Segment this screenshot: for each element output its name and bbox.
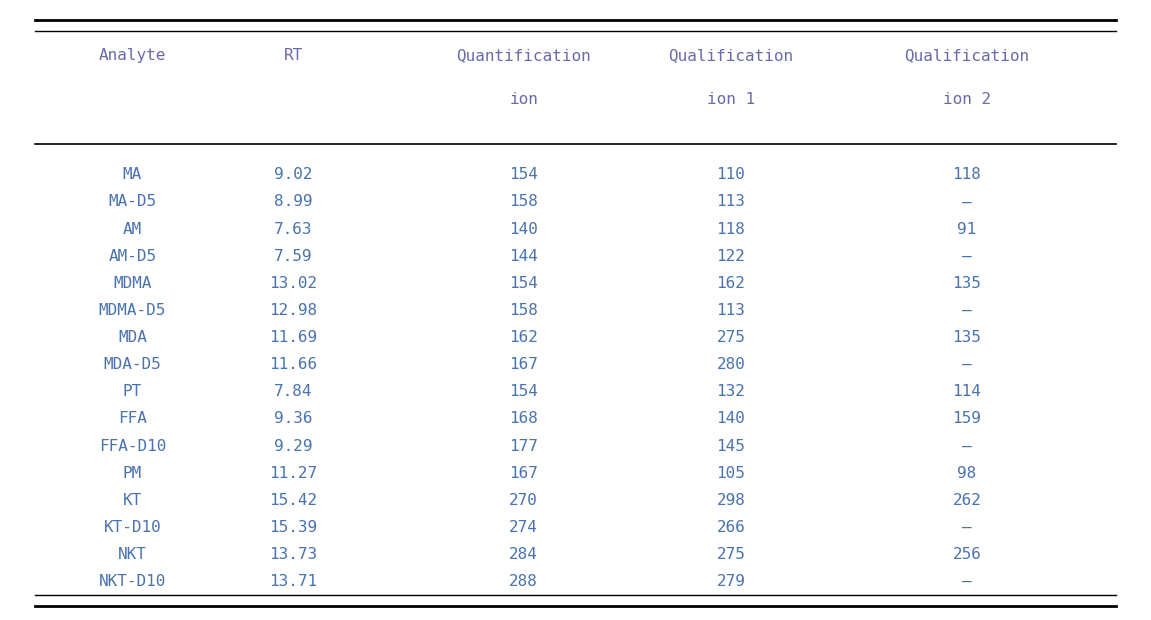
Text: 110: 110: [716, 167, 746, 182]
Text: 12.98: 12.98: [269, 303, 318, 318]
Text: AM-D5: AM-D5: [108, 249, 157, 264]
Text: 279: 279: [716, 574, 746, 589]
Text: 13.71: 13.71: [269, 574, 318, 589]
Text: 159: 159: [952, 412, 982, 427]
Text: 154: 154: [509, 167, 539, 182]
Text: 11.69: 11.69: [269, 330, 318, 345]
Text: FFA: FFA: [117, 412, 147, 427]
Text: 284: 284: [509, 547, 539, 562]
Text: 266: 266: [716, 520, 746, 535]
Text: 154: 154: [509, 276, 539, 291]
Text: 7.84: 7.84: [274, 384, 313, 399]
Text: ion 2: ion 2: [943, 92, 991, 107]
Text: PT: PT: [123, 384, 142, 399]
Text: NKT-D10: NKT-D10: [99, 574, 166, 589]
Text: –: –: [962, 438, 971, 453]
Text: NKT: NKT: [117, 547, 147, 562]
Text: MDMA-D5: MDMA-D5: [99, 303, 166, 318]
Text: ion 1: ion 1: [707, 92, 755, 107]
Text: KT: KT: [123, 493, 142, 508]
Text: 158: 158: [509, 195, 539, 210]
Text: 275: 275: [716, 330, 746, 345]
Text: MA: MA: [123, 167, 142, 182]
Text: 9.36: 9.36: [274, 412, 313, 427]
Text: 118: 118: [716, 221, 746, 236]
Text: 9.29: 9.29: [274, 438, 313, 453]
Text: PM: PM: [123, 466, 142, 480]
Text: 113: 113: [716, 195, 746, 210]
Text: ion: ion: [509, 92, 539, 107]
Text: 177: 177: [509, 438, 539, 453]
Text: 262: 262: [952, 493, 982, 508]
Text: 13.73: 13.73: [269, 547, 318, 562]
Text: 158: 158: [509, 303, 539, 318]
Text: 15.42: 15.42: [269, 493, 318, 508]
Text: 167: 167: [509, 357, 539, 372]
Text: 118: 118: [952, 167, 982, 182]
Text: 270: 270: [509, 493, 539, 508]
Text: Qualification: Qualification: [669, 48, 793, 63]
Text: 105: 105: [716, 466, 746, 480]
Text: 113: 113: [716, 303, 746, 318]
Text: 275: 275: [716, 547, 746, 562]
Text: 91: 91: [958, 221, 976, 236]
Text: 8.99: 8.99: [274, 195, 313, 210]
Text: 114: 114: [952, 384, 982, 399]
Text: MDA-D5: MDA-D5: [104, 357, 161, 372]
Text: –: –: [962, 574, 971, 589]
Text: 7.63: 7.63: [274, 221, 313, 236]
Text: 162: 162: [509, 330, 539, 345]
Text: AM: AM: [123, 221, 142, 236]
Text: –: –: [962, 303, 971, 318]
Text: RT: RT: [284, 48, 303, 63]
Text: MDA: MDA: [117, 330, 147, 345]
Text: 144: 144: [509, 249, 539, 264]
Text: 274: 274: [509, 520, 539, 535]
Text: 122: 122: [716, 249, 746, 264]
Text: Quantification: Quantification: [456, 48, 592, 63]
Text: Qualification: Qualification: [905, 48, 1029, 63]
Text: –: –: [962, 357, 971, 372]
Text: 13.02: 13.02: [269, 276, 318, 291]
Text: 256: 256: [952, 547, 982, 562]
Text: 11.66: 11.66: [269, 357, 318, 372]
Text: 145: 145: [716, 438, 746, 453]
Text: 7.59: 7.59: [274, 249, 313, 264]
Text: 167: 167: [509, 466, 539, 480]
Text: –: –: [962, 520, 971, 535]
Text: MDMA: MDMA: [113, 276, 152, 291]
Text: 140: 140: [509, 221, 539, 236]
Text: 135: 135: [952, 330, 982, 345]
Text: 168: 168: [509, 412, 539, 427]
Text: Analyte: Analyte: [99, 48, 166, 63]
Text: 162: 162: [716, 276, 746, 291]
Text: MA-D5: MA-D5: [108, 195, 157, 210]
Text: –: –: [962, 195, 971, 210]
Text: 280: 280: [716, 357, 746, 372]
Text: –: –: [962, 249, 971, 264]
Text: 140: 140: [716, 412, 746, 427]
Text: 9.02: 9.02: [274, 167, 313, 182]
Text: FFA-D10: FFA-D10: [99, 438, 166, 453]
Text: 15.39: 15.39: [269, 520, 318, 535]
Text: 288: 288: [509, 574, 539, 589]
Text: 132: 132: [716, 384, 746, 399]
Text: 11.27: 11.27: [269, 466, 318, 480]
Text: 135: 135: [952, 276, 982, 291]
Text: 98: 98: [958, 466, 976, 480]
Text: KT-D10: KT-D10: [104, 520, 161, 535]
Text: 154: 154: [509, 384, 539, 399]
Text: 298: 298: [716, 493, 746, 508]
